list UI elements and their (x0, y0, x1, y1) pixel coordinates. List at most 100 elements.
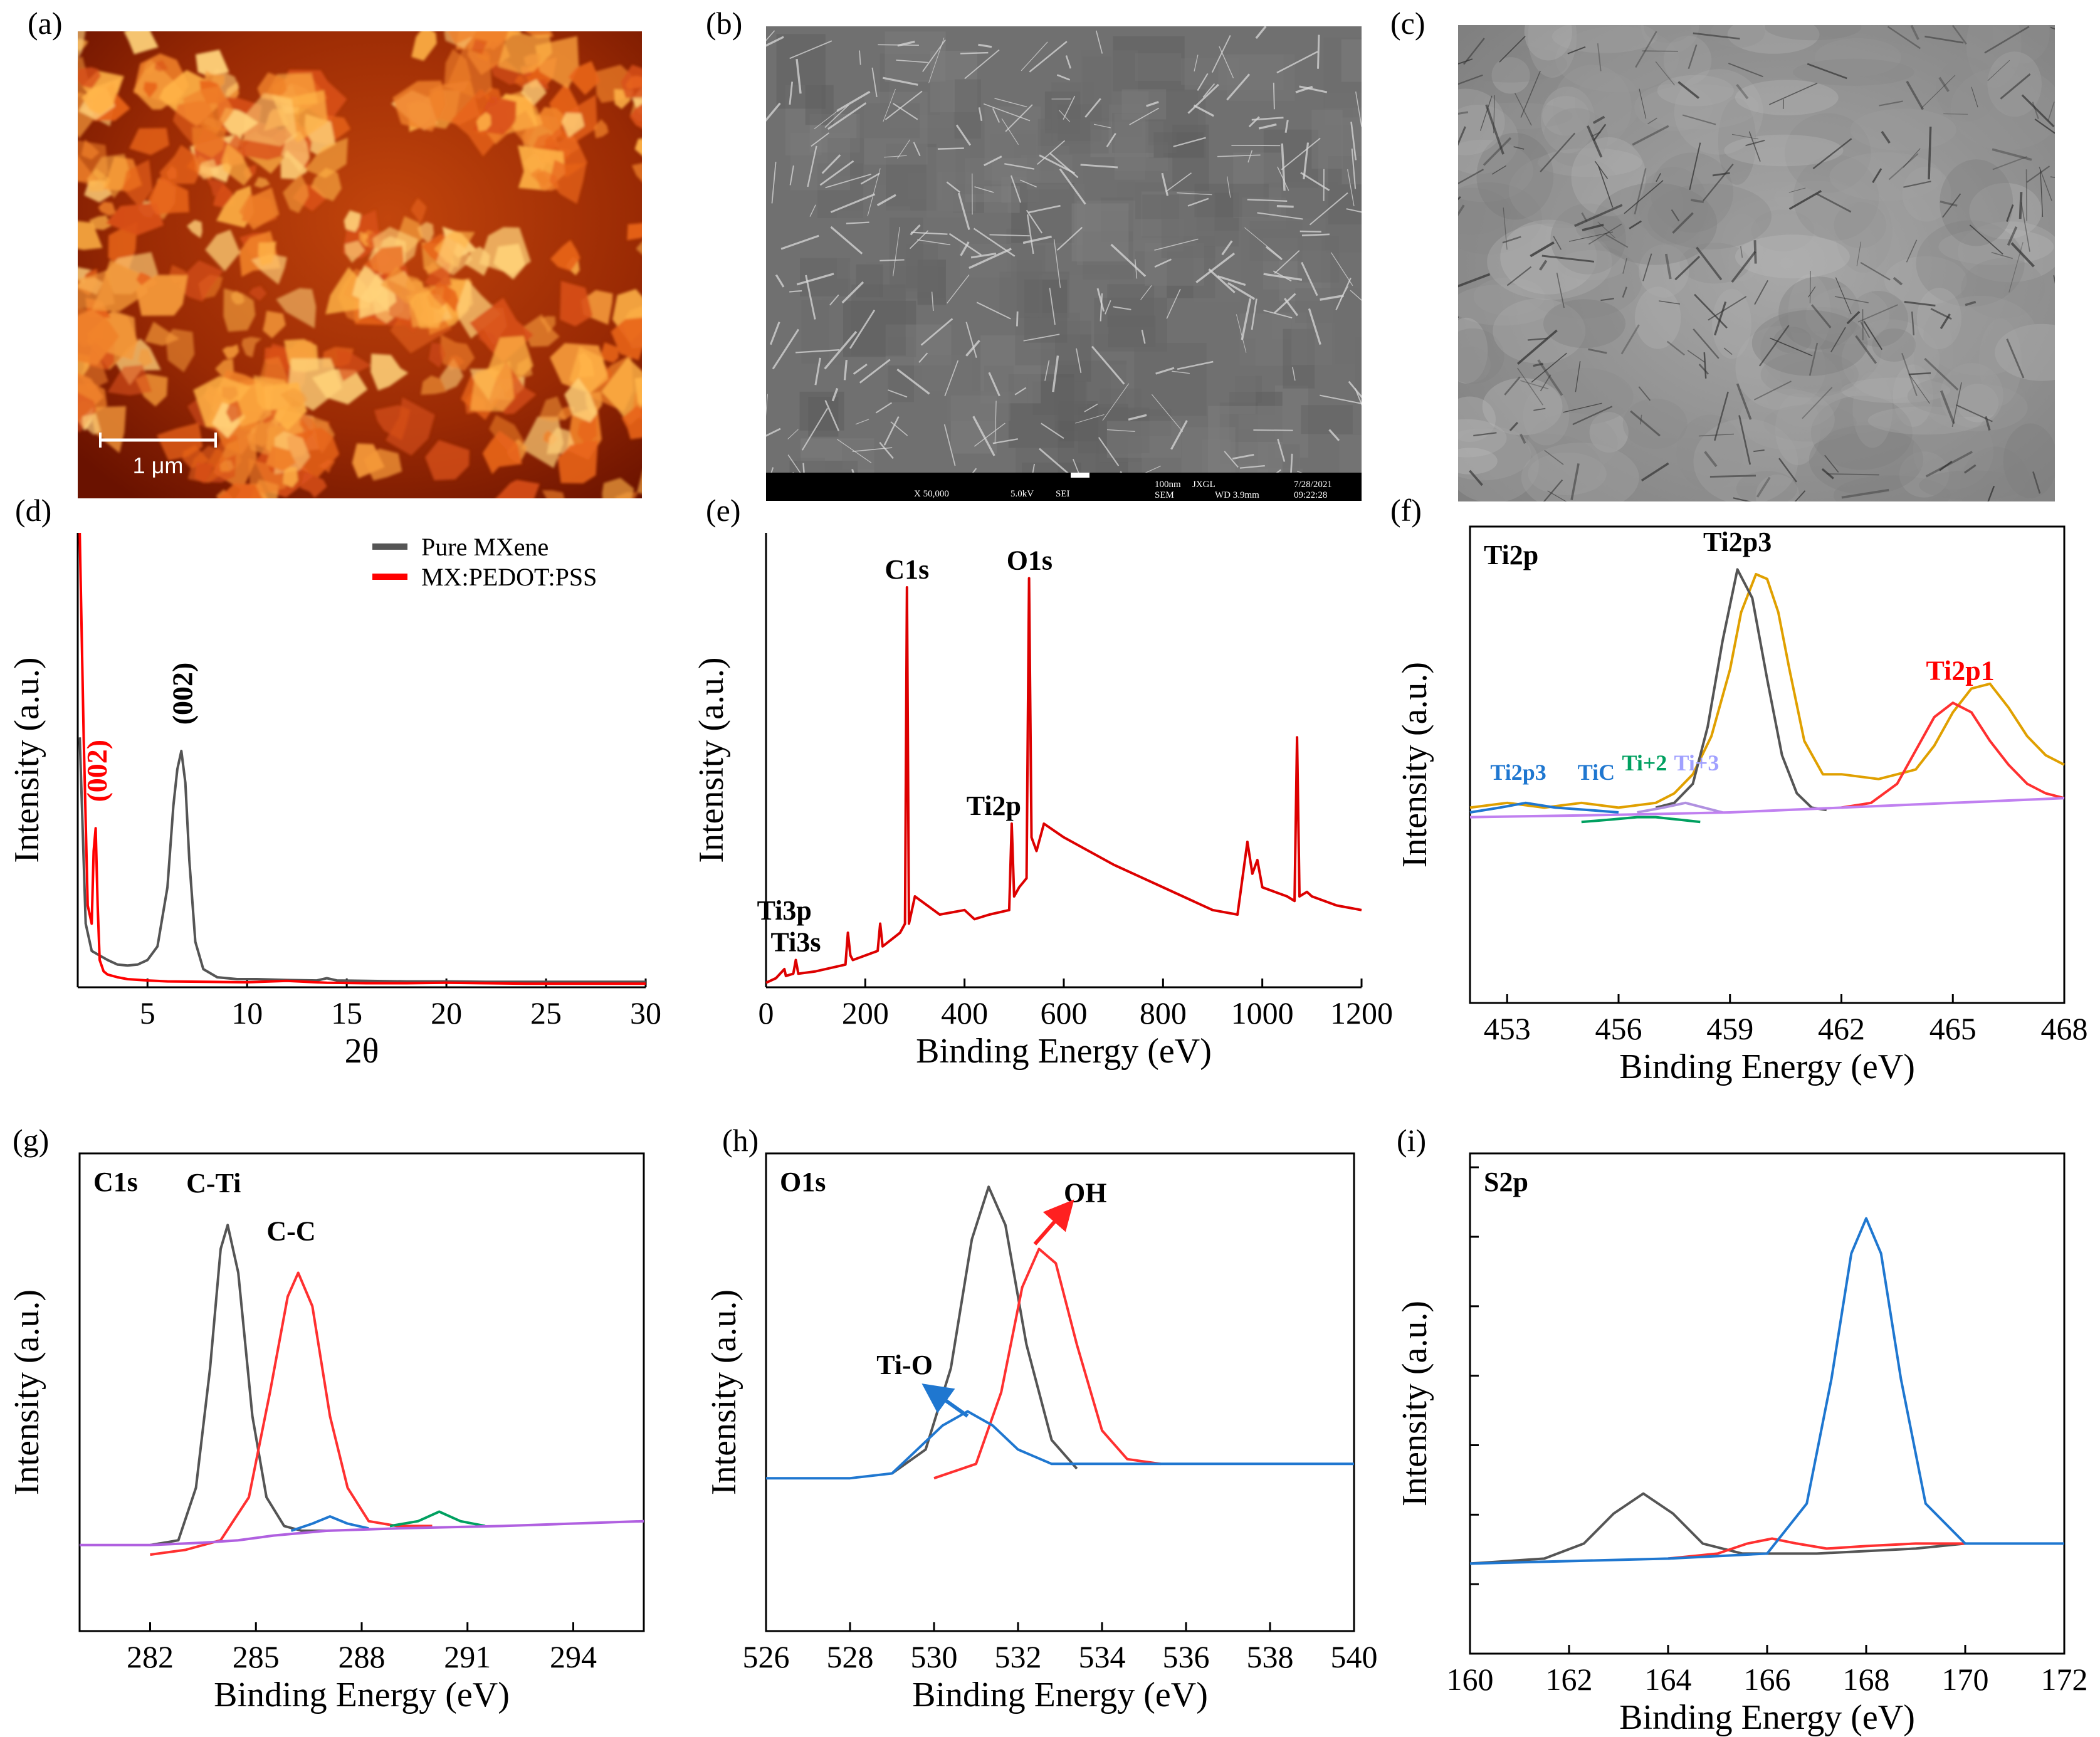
series-line-3 (290, 1515, 369, 1532)
tem-image (1458, 25, 2055, 501)
series-line-6 (1637, 801, 1723, 814)
sem-info-scale: 100nm (1155, 480, 1181, 490)
legend-entry: Pure MXene (421, 533, 549, 561)
x-tick-label: 1000 (1231, 995, 1294, 1031)
x-tick-label: 30 (630, 995, 661, 1031)
chart-f: 453 456 459 462 465 468 Binding Energy (eV) Int… (1395, 525, 2088, 1086)
chart-e: 0 200 400 600 800 1000 1200 Binding Energy (eV)… (692, 533, 1393, 1071)
arrow-oh (1033, 1199, 1074, 1246)
plot-frame (765, 1152, 1355, 1632)
series-line-1 (78, 737, 646, 984)
series-line-1 (1469, 573, 2065, 809)
x-axis-label: Binding Energy (eV) (214, 1676, 510, 1714)
sem-info-mag: X 50,000 (914, 489, 949, 499)
series-line-3 (1841, 701, 2065, 809)
panel-label-d: (d) (15, 493, 52, 528)
series-line-4 (389, 1510, 486, 1528)
panel-title: Ti2p (1484, 540, 1538, 570)
panel-label-a: (a) (28, 6, 63, 41)
x-tick-label: 160 (1447, 1662, 1494, 1697)
panel-label-b: (b) (706, 6, 743, 41)
annotation-label: OH (1064, 1177, 1106, 1208)
x-tick-label: 291 (444, 1639, 491, 1674)
sem-info-mode: SEM (1155, 490, 1174, 500)
y-axis-label: Intensity (a.u.) (705, 1289, 743, 1495)
annotation-label: (002) (166, 663, 198, 725)
x-tick-label: 534 (1079, 1639, 1126, 1674)
annotation-label: Ti+2 (1622, 750, 1667, 775)
annotation-label: Ti+3 (1674, 750, 1719, 775)
series-line-1 (891, 1185, 1078, 1475)
series-line-2 (1655, 568, 1827, 812)
x-tick-label: 538 (1247, 1639, 1294, 1674)
sem-info-kv: 5.0kV (1011, 489, 1034, 499)
annotation-label: TiC (1578, 760, 1615, 785)
x-axis-label: Binding Energy (eV) (1619, 1698, 1915, 1737)
series-line-2 (150, 1271, 433, 1556)
sem-info-date: 7/28/2021 (1294, 480, 1332, 490)
annotation-label: C-C (266, 1215, 315, 1246)
chart-g: 282 285 288 291 294 Binding Energy (eV) Intens… (8, 1152, 645, 1714)
panel-title: S2p (1484, 1167, 1528, 1197)
x-tick-label: 462 (1818, 1011, 1865, 1046)
series-line-5 (80, 1519, 644, 1546)
x-tick-label: 532 (995, 1639, 1042, 1674)
plot-frame (78, 1152, 645, 1632)
y-axis-label: Intensity (a.u.) (8, 1289, 46, 1495)
x-tick-label: 172 (2041, 1662, 2088, 1697)
annotation-label: Ti2p3 (1703, 527, 1772, 557)
series-line-3 (766, 1410, 1354, 1480)
sem-info-bar (766, 473, 1362, 501)
x-tick-label: 528 (827, 1639, 874, 1674)
x-tick-label: 1200 (1330, 995, 1393, 1031)
panel-label-c: (c) (1390, 6, 1425, 41)
x-axis-label: Binding Energy (eV) (1619, 1047, 1915, 1086)
y-axis-label: Intensity (a.u.) (8, 657, 46, 863)
annotation-label: O1s (1007, 545, 1053, 576)
x-tick-label: 15 (331, 995, 362, 1031)
x-tick-label: 800 (1140, 995, 1187, 1031)
scale-bar-label: 1 μm (133, 453, 184, 478)
sem-info-wd: WD 3.9mm (1215, 490, 1259, 500)
panel-label-i: (i) (1397, 1123, 1427, 1158)
annotation-label: Ti2p3 (1490, 760, 1546, 785)
annotation-label: Ti2p1 (1926, 655, 1994, 686)
x-tick-label: 10 (231, 995, 263, 1031)
x-axis-label: Binding Energy (eV) (912, 1676, 1208, 1714)
sem-info-lab: JXGL (1192, 480, 1215, 490)
x-tick-label: 468 (2041, 1011, 2088, 1046)
y-axis-label: Intensity (a.u.) (1395, 1301, 1434, 1506)
plot-frame (1469, 1152, 2066, 1655)
series-line-7 (1469, 797, 2065, 819)
x-tick-label: 5 (140, 995, 155, 1031)
annotation-label: Ti2p (967, 790, 1021, 821)
x-tick-label: 453 (1484, 1011, 1531, 1046)
x-tick-label: 294 (550, 1639, 597, 1674)
annotation-label: C1s (885, 554, 929, 585)
x-tick-label: 288 (339, 1639, 386, 1674)
x-axis-label: Binding Energy (eV) (916, 1032, 1212, 1071)
series-line-2 (78, 532, 646, 985)
chart-h: 526 528 530 532 534 536 538 540 Binding Energy (… (705, 1152, 1378, 1714)
x-tick-label: 282 (127, 1639, 174, 1674)
chart-i: 160 162 164 166 168 170 172 Binding Energy (eV)… (1395, 1152, 2088, 1737)
x-tick-label: 459 (1706, 1011, 1753, 1046)
x-tick-label: 285 (233, 1639, 280, 1674)
annotation-label: Ti-O (876, 1350, 933, 1380)
panel-label-h: (h) (722, 1123, 759, 1158)
x-tick-label: 168 (1843, 1662, 1890, 1697)
sem-info-sei: SEI (1056, 489, 1070, 499)
x-tick-label: 600 (1041, 995, 1088, 1031)
series-line-2 (1667, 1537, 1965, 1560)
x-tick-label: 170 (1942, 1662, 1989, 1697)
x-tick-label: 0 (759, 995, 774, 1031)
x-tick-label: 25 (530, 995, 562, 1031)
x-tick-label: 400 (941, 995, 988, 1031)
legend-entry: MX:PEDOT:PSS (421, 563, 597, 591)
annotation-label: Ti3s (771, 927, 821, 958)
arrow-ti-o (921, 1383, 969, 1418)
panel-label-e: (e) (706, 493, 741, 528)
annotation-label: Ti3p (757, 895, 812, 926)
x-tick-label: 162 (1546, 1662, 1593, 1697)
